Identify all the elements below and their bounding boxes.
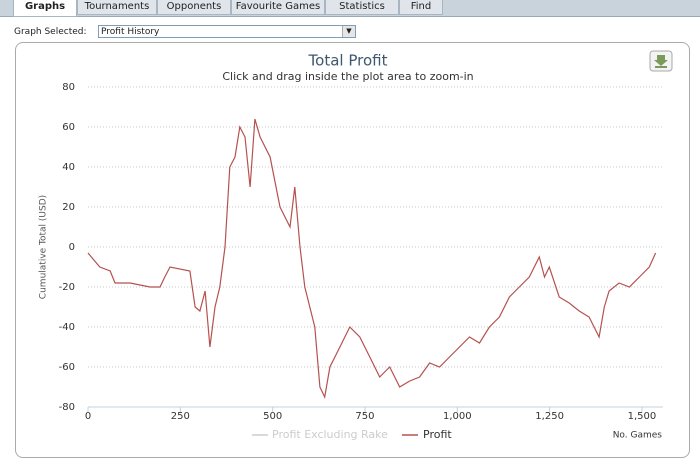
x-tick-label: 500 bbox=[263, 411, 282, 422]
tab[interactable]: Statistics bbox=[325, 0, 399, 15]
chart-title: Total Profit bbox=[308, 52, 388, 70]
tab[interactable]: Graphs bbox=[13, 0, 77, 17]
x-tick-label: 750 bbox=[355, 411, 374, 422]
chart-subtitle: Click and drag inside the plot area to z… bbox=[222, 70, 473, 83]
dropdown-arrow[interactable]: ▼ bbox=[342, 26, 355, 37]
download-button[interactable] bbox=[649, 50, 673, 72]
x-tick-label: 0 bbox=[85, 411, 91, 422]
selector-value: Profit History bbox=[101, 27, 160, 37]
profit-line bbox=[87, 118, 657, 399]
y-axis-title: Cumulative Total (USD) bbox=[39, 195, 49, 299]
x-axis-title: No. Games bbox=[613, 431, 663, 441]
y-tick-label: -40 bbox=[59, 322, 75, 333]
x-tick-label: 250 bbox=[171, 411, 190, 422]
y-tick-label: -80 bbox=[59, 402, 75, 413]
download-icon bbox=[654, 55, 668, 66]
selector-dropdown[interactable]: Profit History ▼ bbox=[98, 25, 356, 38]
y-tick-label: 0 bbox=[69, 242, 75, 253]
legend-item: Profit Excluding Rake bbox=[272, 428, 388, 441]
y-tick-label: 40 bbox=[62, 162, 75, 173]
chart-container bbox=[15, 42, 690, 458]
selector-label: Graph Selected: bbox=[14, 27, 87, 37]
tab[interactable]: Tournaments bbox=[77, 0, 157, 15]
tab[interactable]: Opponents bbox=[157, 0, 231, 15]
y-tick-label: -20 bbox=[59, 282, 75, 293]
legend-item: Profit bbox=[423, 428, 452, 441]
y-tick-label: -60 bbox=[59, 362, 75, 373]
tab[interactable]: Find bbox=[399, 0, 443, 15]
tab[interactable]: Favourite Games bbox=[231, 0, 325, 15]
download-icon-base bbox=[655, 66, 667, 68]
x-tick-label: 1,250 bbox=[535, 411, 564, 422]
y-tick-label: 80 bbox=[62, 82, 75, 93]
x-tick-label: 1,000 bbox=[443, 411, 472, 422]
y-tick-label: 20 bbox=[62, 202, 75, 213]
x-tick-label: 1,500 bbox=[628, 411, 657, 422]
y-tick-label: 60 bbox=[62, 122, 75, 133]
graph-selector: Graph Selected: Profit History ▼ bbox=[14, 25, 356, 38]
tab-bar: Graphs Tournaments Opponents Favourite Game… bbox=[0, 0, 700, 17]
